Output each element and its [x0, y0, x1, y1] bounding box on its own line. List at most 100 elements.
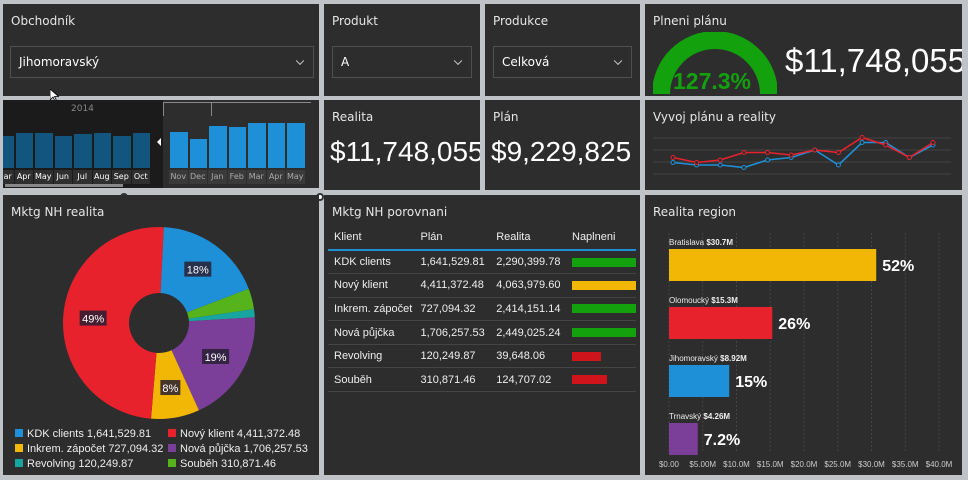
cell-plan: 1,706,257.53: [414, 320, 491, 345]
timeline-scrollbar[interactable]: [5, 184, 123, 187]
timeline-bar[interactable]: [189, 139, 207, 168]
timeline-bar[interactable]: [228, 127, 246, 168]
bar-value-label: $30.7M: [706, 238, 733, 247]
data-point[interactable]: [670, 160, 676, 165]
timeline-bar[interactable]: [15, 133, 33, 168]
timeline-month-label[interactable]: Mar: [247, 170, 266, 184]
cell-naplneni: [566, 297, 636, 322]
timeline-bar[interactable]: [3, 136, 14, 168]
data-point[interactable]: [835, 162, 841, 168]
timeline-month-label[interactable]: Apr: [266, 170, 285, 184]
timeline-bar[interactable]: [35, 133, 53, 168]
timeline-month-label[interactable]: Sep: [112, 170, 131, 184]
legend-label: Revolving 120,249.87: [27, 458, 134, 470]
timeline-month-label[interactable]: Dec: [188, 170, 207, 184]
produkce-tile: Produkce Celková: [485, 4, 640, 96]
produkce-title: Produkce: [493, 14, 549, 28]
cell-naplneni: [566, 367, 636, 393]
data-point[interactable]: [765, 150, 771, 155]
bar-pct-label: 52%: [882, 258, 914, 275]
cell-plan: 4,411,372.48: [414, 273, 491, 298]
data-point[interactable]: [859, 135, 865, 140]
cell-realita: 2,414,151.14: [490, 297, 566, 322]
timeline-bar[interactable]: [113, 136, 131, 168]
timeline-month-label[interactable]: Jun: [53, 170, 72, 184]
timeline-bar[interactable]: [248, 122, 266, 168]
data-point[interactable]: [883, 142, 889, 148]
x-tick-label: $0.00: [659, 460, 680, 469]
region-bar[interactable]: [669, 423, 698, 455]
region-bar[interactable]: [669, 249, 877, 281]
slice-label-bg: [184, 261, 212, 277]
cell-realita: 4,063,979.60: [490, 273, 566, 298]
slice-label-text: 8%: [162, 383, 178, 395]
bar-pct-label: 15%: [735, 374, 767, 391]
timeline-year: 2014: [71, 104, 94, 114]
data-point[interactable]: [930, 140, 936, 145]
column-header-plan[interactable]: Plán: [414, 225, 491, 251]
timeline-month-label[interactable]: Nov: [169, 170, 188, 184]
timeline-month-label[interactable]: Jul: [73, 170, 92, 184]
bar-pct-label: 26%: [778, 316, 810, 333]
data-point[interactable]: [835, 150, 841, 155]
table-row[interactable]: Nový klient 4,411,372.48 4,063,979.60: [328, 273, 636, 298]
timeline-bar[interactable]: [267, 123, 285, 168]
x-tick-label: $40.0M: [926, 460, 953, 469]
slice-label-bg: [160, 380, 181, 396]
timeline-handle[interactable]: [157, 138, 161, 146]
timeline-slicer[interactable]: 2014 MarAprMayJunJulAugSepOctNovDecJanFe…: [3, 100, 319, 188]
naplneni-bar: [572, 280, 636, 290]
data-point[interactable]: [670, 155, 676, 160]
timeline-month-label[interactable]: Feb: [227, 170, 246, 184]
table-row[interactable]: KDK clients 1,641,529.81 2,290,399.78: [328, 250, 636, 275]
plneni-amount: $11,748,055: [785, 42, 962, 79]
region-bar[interactable]: [669, 365, 730, 397]
x-tick-label: $10.0M: [723, 460, 750, 469]
timeline-bar[interactable]: [287, 122, 305, 168]
realita-region-title: Realita region: [653, 205, 737, 219]
timeline-month-label[interactable]: Apr: [14, 170, 33, 184]
timeline-bar[interactable]: [209, 126, 227, 168]
plan-title: Plán: [493, 110, 519, 124]
data-point[interactable]: [812, 147, 818, 153]
data-point[interactable]: [694, 160, 700, 165]
region-bar[interactable]: [669, 307, 773, 339]
cell-klient: Revolving: [328, 344, 415, 369]
timeline-month-label[interactable]: Aug: [92, 170, 111, 184]
data-point[interactable]: [906, 155, 912, 160]
timeline-bar[interactable]: [93, 133, 111, 168]
data-point[interactable]: [741, 165, 747, 170]
produkce-dropdown[interactable]: Celková: [493, 46, 632, 78]
data-point[interactable]: [788, 152, 794, 158]
timeline-bar[interactable]: [132, 133, 150, 168]
donut-slice[interactable]: [188, 309, 255, 322]
timeline-bar[interactable]: [54, 136, 72, 168]
gauge: [653, 32, 777, 95]
timeline-bar[interactable]: [74, 134, 92, 168]
timeline-month-label[interactable]: Jan: [208, 170, 227, 184]
table-row[interactable]: Revolving 120,249.87 39,648.06: [328, 344, 636, 369]
data-point[interactable]: [717, 157, 723, 163]
timeline-bar[interactable]: [170, 132, 188, 168]
timeline-month-label[interactable]: Mar: [3, 170, 14, 184]
column-header-klient[interactable]: Klient: [328, 225, 415, 251]
data-point[interactable]: [859, 140, 865, 145]
data-point[interactable]: [741, 150, 747, 155]
data-point[interactable]: [717, 162, 723, 168]
produkt-dropdown[interactable]: A: [332, 46, 472, 78]
timeline-year-divider: [163, 102, 211, 116]
timeline-month-label[interactable]: May: [34, 170, 53, 184]
table-row[interactable]: Inkrem. zápočet 727,094.32 2,414,151.14: [328, 297, 636, 322]
obchodnik-dropdown[interactable]: Jihomoravský: [10, 46, 314, 78]
slice-data-label: 49%: [79, 310, 107, 326]
table-row[interactable]: Souběh 310,871.46 124,707.02: [328, 367, 636, 393]
timeline-month-label[interactable]: Oct: [131, 170, 150, 184]
donut-slice[interactable]: [62, 226, 164, 419]
bar-category-label: Trnavský $4.26M: [669, 412, 730, 421]
data-point[interactable]: [765, 157, 771, 163]
table-row[interactable]: Nová půjčka 1,706,257.53 2,449,025.24: [328, 320, 636, 345]
donut-slice[interactable]: [187, 288, 254, 319]
column-header-naplneni[interactable]: Naplneni: [566, 225, 636, 251]
timeline-month-label[interactable]: May: [286, 170, 305, 184]
column-header-realita[interactable]: Realita: [490, 225, 566, 251]
